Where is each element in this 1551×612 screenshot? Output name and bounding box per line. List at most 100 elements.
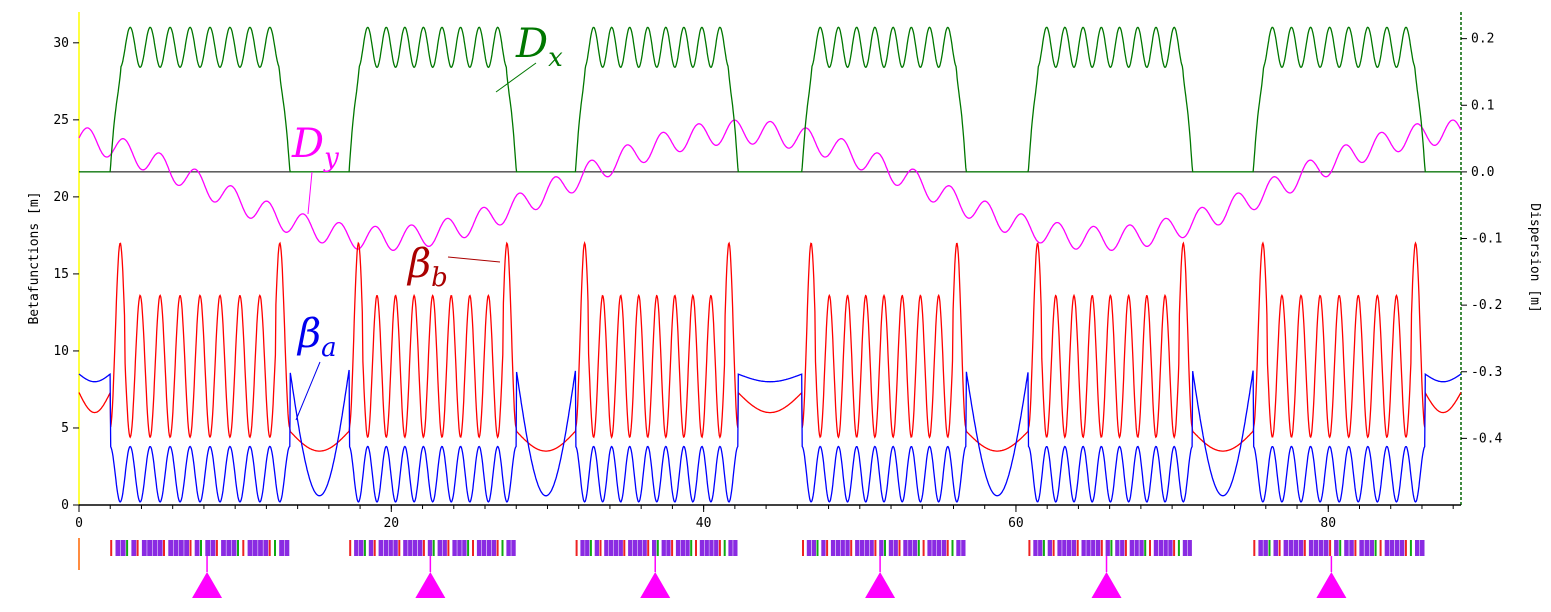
annotation-subscript: b bbox=[431, 263, 448, 293]
annotation-base: D bbox=[291, 121, 324, 167]
magnet-element bbox=[413, 540, 418, 556]
magnet-element bbox=[898, 540, 901, 556]
magnet-element bbox=[580, 540, 585, 556]
magnet-element bbox=[141, 540, 147, 556]
magnet-element bbox=[388, 540, 393, 556]
magnet-element bbox=[733, 540, 738, 556]
magnet-element bbox=[647, 540, 650, 556]
magnet-element bbox=[427, 540, 433, 556]
magnet-element bbox=[599, 540, 602, 556]
magnet-element bbox=[1420, 540, 1425, 556]
y-axis-right-label: Dispersion [m] bbox=[1527, 203, 1542, 313]
magnet-element bbox=[1091, 540, 1096, 556]
series-line-dy bbox=[78, 119, 1462, 251]
magnet-element bbox=[859, 540, 865, 556]
magnet-element bbox=[1081, 540, 1086, 556]
magnet-element bbox=[447, 540, 450, 556]
magnet-element bbox=[671, 540, 674, 556]
magnet-element bbox=[279, 540, 284, 556]
magnet-element bbox=[1139, 540, 1144, 556]
magnet-element bbox=[1308, 540, 1314, 556]
x-tick-label: 20 bbox=[383, 516, 399, 531]
magnet-element bbox=[1359, 540, 1364, 556]
magnet-element bbox=[252, 540, 258, 556]
magnet-element bbox=[661, 540, 666, 556]
magnet-element bbox=[1364, 540, 1369, 556]
magnet-element bbox=[718, 540, 721, 556]
magnet-element bbox=[1173, 540, 1176, 556]
y-right-tick-label: -0.3 bbox=[1471, 365, 1502, 380]
magnet-element bbox=[120, 540, 126, 556]
y-left-tick-label: 20 bbox=[53, 190, 69, 205]
magnet-element bbox=[1168, 540, 1173, 556]
series-line-dx bbox=[79, 26, 1461, 173]
annotation-base: D bbox=[515, 21, 548, 67]
magnet-element bbox=[695, 540, 697, 556]
magnet-element bbox=[623, 540, 626, 556]
magnet-element bbox=[1415, 540, 1420, 556]
magnet-element bbox=[594, 540, 599, 556]
magnet-element bbox=[1153, 540, 1159, 556]
magnet-element bbox=[136, 540, 139, 556]
magnet-element bbox=[349, 540, 352, 556]
x-tick-label: 80 bbox=[1320, 516, 1336, 531]
magnet-element bbox=[1047, 540, 1052, 556]
magnet-element bbox=[1253, 540, 1256, 556]
magnet-element bbox=[501, 540, 504, 556]
magnet-element bbox=[723, 540, 726, 556]
magnet-element bbox=[237, 540, 239, 556]
magnet-element bbox=[1268, 540, 1271, 556]
y-right-tick-label: 0.2 bbox=[1471, 32, 1494, 47]
x-tick-label: 40 bbox=[696, 516, 712, 531]
magnet-element bbox=[637, 540, 642, 556]
magnet-element bbox=[912, 540, 918, 556]
magnet-element bbox=[178, 540, 184, 556]
magnet-element bbox=[1187, 540, 1192, 556]
magnet-element bbox=[1258, 540, 1263, 556]
magnet-element bbox=[956, 540, 961, 556]
magnet-element bbox=[226, 540, 232, 556]
magnet-element bbox=[1182, 540, 1188, 556]
magnet-element bbox=[1120, 540, 1125, 556]
magnet-element bbox=[481, 540, 487, 556]
y-right-tick-label: -0.2 bbox=[1471, 298, 1502, 313]
magnet-element bbox=[284, 540, 290, 556]
magnet-element bbox=[1339, 540, 1342, 556]
magnet-element bbox=[845, 540, 850, 556]
magnet-element bbox=[830, 540, 836, 556]
annotation-subscript: y bbox=[323, 143, 339, 173]
magnet-element bbox=[874, 540, 877, 556]
annotation-base: β bbox=[296, 311, 321, 357]
magnet-element bbox=[690, 540, 693, 556]
magnet-element bbox=[1062, 540, 1067, 556]
marker-triangle bbox=[1091, 572, 1122, 598]
magnet-element bbox=[840, 540, 845, 556]
magnet-element bbox=[110, 540, 113, 556]
magnet-element bbox=[1334, 540, 1339, 556]
axes: 0 20 40 60 80 0 5 10 15 20 25 30 0.2 0.1 0.0 -0.1 -0.2 -0… bbox=[53, 12, 1502, 531]
magnet-element bbox=[802, 540, 804, 556]
annotation-subscript: x bbox=[548, 43, 563, 73]
magnet-element bbox=[1158, 540, 1163, 556]
magnet-element bbox=[908, 540, 913, 556]
magnet-element bbox=[618, 540, 623, 556]
marker-triangle bbox=[1316, 572, 1347, 598]
magnet-element bbox=[1052, 540, 1055, 556]
magnet-element bbox=[152, 540, 158, 556]
magnet-element bbox=[452, 540, 457, 556]
magnet-element bbox=[1115, 540, 1120, 556]
magnet-element bbox=[258, 540, 263, 556]
magnet-element bbox=[656, 540, 659, 556]
magnet-element bbox=[247, 540, 253, 556]
magnet-element bbox=[1409, 540, 1412, 556]
magnet-element bbox=[1105, 540, 1110, 556]
magnet-element bbox=[359, 540, 364, 556]
magnet-element bbox=[1134, 540, 1139, 556]
magnet-element bbox=[1263, 540, 1268, 556]
magnet-element bbox=[869, 540, 874, 556]
magnet-element bbox=[368, 540, 374, 556]
magnet-element bbox=[855, 540, 860, 556]
magnet-element bbox=[1149, 540, 1151, 556]
magnet-element bbox=[652, 540, 657, 556]
y-left-tick-label: 30 bbox=[53, 36, 69, 51]
